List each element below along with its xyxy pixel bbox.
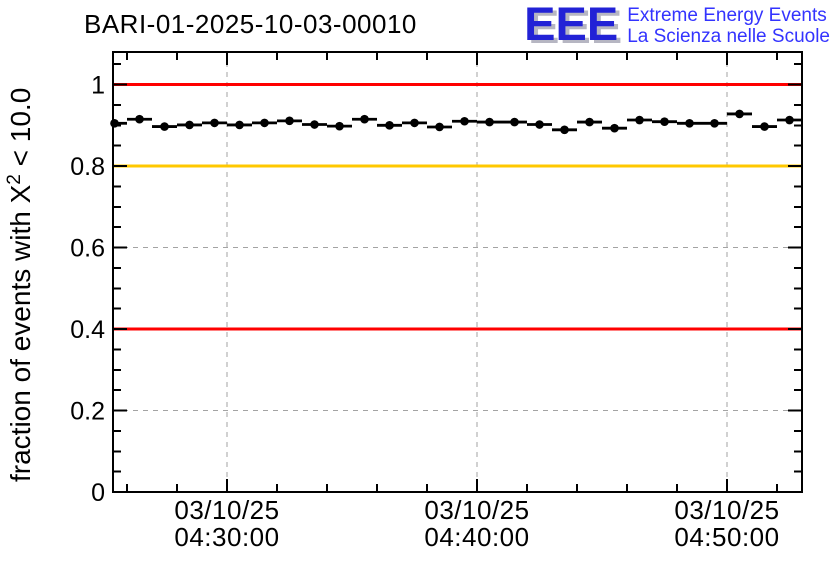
data-point (710, 118, 719, 128)
data-point (685, 118, 694, 128)
x-tick-label-time: 04:50:00 (674, 522, 779, 552)
data-point (535, 120, 544, 129)
y-tick-label: 1 (91, 72, 105, 100)
data-point (660, 117, 669, 126)
y-tick-label: 0.4 (70, 316, 105, 344)
y-axis-title: fraction of events with X2 < 10.0 (4, 87, 37, 482)
data-point (210, 118, 219, 128)
data-point (135, 114, 144, 124)
data-point (435, 122, 444, 132)
data-point (185, 120, 194, 130)
data-point (360, 114, 369, 124)
x-tick-label-date: 03/10/25 (174, 495, 279, 525)
data-point (585, 117, 594, 127)
plot-title: BARI-01-2025-10-03-00010 (84, 9, 417, 39)
data-point (160, 122, 169, 131)
data-point (560, 125, 569, 135)
data-point (110, 118, 119, 128)
data-point (610, 123, 619, 133)
x-tick-label-date: 03/10/25 (674, 495, 779, 525)
y-axis-title-text: fraction of events with X (5, 184, 36, 482)
data-point (635, 115, 644, 125)
data-point (385, 121, 394, 130)
data-point (310, 120, 319, 129)
data-point (260, 118, 269, 128)
x-tick-label-date: 03/10/25 (424, 495, 529, 525)
eee-logo-line2: La Scienza nelle Scuole (627, 26, 830, 47)
eee-logo: EEE Extreme Energy Events La Scienza nel… (524, 0, 830, 50)
eee-logo-line1: Extreme Energy Events (627, 5, 827, 26)
y-tick-label: 0 (91, 479, 105, 507)
y-axis-title-suffix: < 10.0 (5, 87, 36, 175)
data-point (335, 121, 344, 131)
data-point (285, 116, 294, 126)
eee-logo-text: Extreme Energy Events La Scienza nelle S… (627, 2, 830, 47)
data-point (760, 122, 769, 131)
data-point (410, 118, 419, 128)
y-axis-title-superscript: 2 (4, 174, 26, 185)
y-tick-label: 0.2 (70, 398, 105, 426)
x-tick-label-time: 04:40:00 (424, 522, 529, 552)
x-tick-label-time: 04:30:00 (174, 522, 279, 552)
data-point (785, 115, 794, 125)
y-tick-label: 0.8 (70, 153, 105, 181)
data-point (510, 117, 519, 127)
data-point (235, 120, 244, 130)
data-point (735, 109, 744, 119)
data-point (485, 117, 494, 127)
y-tick-label: 0.6 (70, 235, 105, 263)
plot-frame (112, 51, 803, 493)
eee-logo-acronym: EEE (524, 0, 619, 50)
data-point (460, 116, 469, 126)
